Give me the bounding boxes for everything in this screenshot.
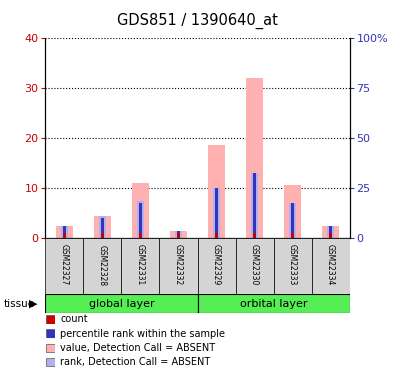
Text: rank, Detection Call = ABSENT: rank, Detection Call = ABSENT: [60, 357, 211, 367]
Bar: [198, 238, 235, 294]
Text: GSM22331: GSM22331: [136, 244, 145, 286]
Bar: [137, 201, 144, 238]
Text: orbital layer: orbital layer: [240, 299, 307, 309]
Bar: [61, 226, 68, 238]
Bar: [45, 238, 83, 294]
Bar: [329, 226, 332, 238]
Bar: [251, 173, 258, 238]
Bar: [291, 203, 294, 238]
Text: tissue: tissue: [4, 299, 35, 309]
Bar: [253, 173, 256, 238]
Bar: [170, 231, 187, 238]
Bar: [291, 233, 294, 238]
Bar: [101, 218, 104, 238]
Bar: [322, 226, 339, 238]
Bar: [215, 188, 218, 238]
Bar: [56, 226, 73, 238]
Text: GSM22333: GSM22333: [288, 244, 297, 286]
Text: global layer: global layer: [88, 299, 154, 309]
Bar: [139, 233, 142, 238]
Bar: [246, 78, 263, 238]
Text: percentile rank within the sample: percentile rank within the sample: [60, 329, 226, 339]
Bar: [83, 238, 122, 294]
Bar: [101, 233, 104, 238]
Bar: [213, 188, 220, 238]
Bar: [122, 238, 160, 294]
Bar: [327, 226, 334, 238]
Bar: [312, 238, 350, 294]
Bar: [94, 216, 111, 238]
Text: GSM22330: GSM22330: [250, 244, 259, 286]
Bar: [284, 186, 301, 238]
Bar: [235, 238, 274, 294]
Bar: [160, 238, 198, 294]
Bar: [208, 146, 225, 238]
Bar: [273, 238, 312, 294]
Bar: [63, 233, 66, 238]
Text: GSM22327: GSM22327: [60, 244, 69, 286]
Bar: [329, 233, 332, 238]
Bar: [215, 233, 218, 238]
Bar: [175, 231, 182, 238]
Text: GSM22332: GSM22332: [174, 244, 183, 286]
Text: ▶: ▶: [29, 299, 38, 309]
Bar: [139, 203, 142, 238]
Bar: [45, 294, 198, 313]
Bar: [253, 233, 256, 238]
Bar: [63, 226, 66, 238]
Bar: [177, 233, 180, 238]
Text: count: count: [60, 315, 88, 324]
Bar: [177, 231, 180, 238]
Text: GSM22334: GSM22334: [326, 244, 335, 286]
Bar: [198, 294, 350, 313]
Text: GSM22328: GSM22328: [98, 244, 107, 286]
Bar: [99, 216, 106, 238]
Text: value, Detection Call = ABSENT: value, Detection Call = ABSENT: [60, 343, 216, 353]
Text: GDS851 / 1390640_at: GDS851 / 1390640_at: [117, 13, 278, 29]
Text: GSM22329: GSM22329: [212, 244, 221, 286]
Bar: [132, 183, 149, 238]
Bar: [289, 203, 296, 238]
